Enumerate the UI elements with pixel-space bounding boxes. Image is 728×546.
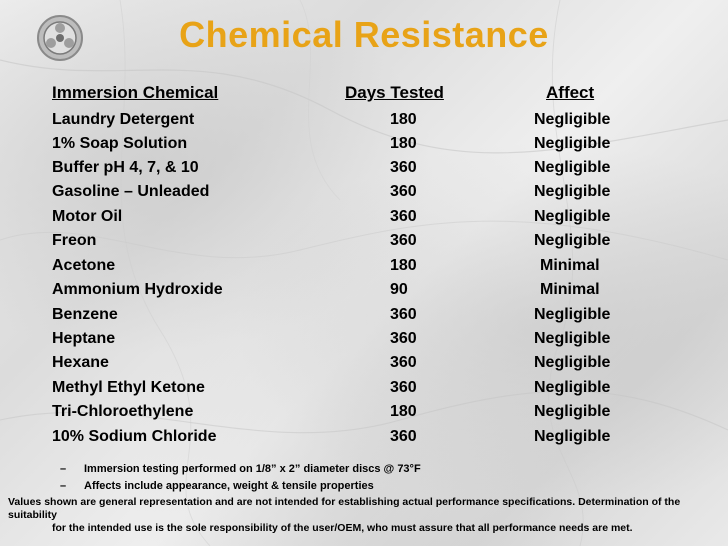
- table-row: Freon 360 Negligible: [0, 232, 728, 256]
- days-cell: 360: [390, 354, 417, 371]
- chemical-cell: Buffer pH 4, 7, & 10: [52, 159, 199, 176]
- days-cell: 180: [390, 403, 417, 420]
- column-header-affect: Affect: [546, 83, 595, 102]
- page-title-text: Chemical Resistance: [179, 14, 549, 55]
- affect-cell: Negligible: [534, 330, 611, 347]
- affect-cell: Minimal: [540, 257, 600, 274]
- table-row: Heptane 360 Negligible: [0, 330, 728, 354]
- chemical-cell: Benzene: [52, 306, 118, 323]
- affect-cell: Negligible: [534, 306, 611, 323]
- days-cell: 90: [390, 281, 408, 298]
- wheel-logo-icon: [37, 15, 83, 61]
- chemical-cell: 10% Sodium Chloride: [52, 428, 217, 445]
- affect-cell: Negligible: [534, 379, 611, 396]
- table-row: Tri-Chloroethylene 180 Negligible: [0, 403, 728, 427]
- affect-cell: Negligible: [534, 159, 611, 176]
- affect-cell: Negligible: [534, 135, 611, 152]
- affect-cell: Negligible: [534, 208, 611, 225]
- affect-cell: Negligible: [534, 428, 611, 445]
- chemical-cell: Hexane: [52, 354, 109, 371]
- table-row: Benzene 360 Negligible: [0, 306, 728, 330]
- days-cell: 360: [390, 428, 417, 445]
- affect-cell: Negligible: [534, 111, 611, 128]
- table-row: Ammonium Hydroxide 90 Minimal: [0, 281, 728, 305]
- days-cell: 180: [390, 111, 417, 128]
- table-row: Gasoline – Unleaded 360 Negligible: [0, 183, 728, 207]
- chemical-cell: Heptane: [52, 330, 116, 347]
- footnote-immersion: – Immersion testing performed on 1/8” x 2…: [60, 463, 421, 475]
- days-cell: 360: [390, 379, 417, 396]
- table-row: 10% Sodium Chloride 360 Negligible: [0, 428, 728, 452]
- affect-cell: Minimal: [540, 281, 600, 298]
- days-cell: 360: [390, 232, 417, 249]
- disclaimer-line-1: Values shown are general representation …: [8, 496, 681, 521]
- affect-cell: Negligible: [534, 232, 611, 249]
- chemical-cell: Motor Oil: [52, 208, 123, 225]
- affect-cell: Negligible: [534, 183, 611, 200]
- bullet-dash: –: [60, 463, 67, 475]
- affect-cell: Negligible: [534, 403, 611, 420]
- table-row: Laundry Detergent 180 Negligible: [0, 111, 728, 135]
- days-cell: 180: [390, 135, 417, 152]
- footnote-text: Affects include appearance, weight & ten…: [84, 480, 374, 492]
- chemical-cell: Tri-Chloroethylene: [52, 403, 194, 420]
- days-cell: 360: [390, 306, 417, 323]
- days-cell: 360: [390, 183, 417, 200]
- table-row: Methyl Ethyl Ketone 360 Negligible: [0, 379, 728, 403]
- footnote-text: Immersion testing performed on 1/8” x 2”…: [84, 463, 421, 475]
- chemical-cell: Laundry Detergent: [52, 111, 195, 128]
- disclaimer: Values shown are general representation …: [8, 496, 720, 535]
- footnote-affects: – Affects include appearance, weight & te…: [60, 480, 374, 492]
- chemical-cell: Ammonium Hydroxide: [52, 281, 223, 298]
- page-title: Chemical Resistance: [0, 14, 728, 56]
- disclaimer-line-2: for the intended use is the sole respons…: [52, 522, 633, 534]
- days-cell: 360: [390, 159, 417, 176]
- column-header-chemical: Immersion Chemical: [52, 83, 219, 102]
- table-row: 1% Soap Solution 180 Negligible: [0, 135, 728, 159]
- chemical-cell: Freon: [52, 232, 97, 249]
- table-row: Motor Oil 360 Negligible: [0, 208, 728, 232]
- chemical-cell: 1% Soap Solution: [52, 135, 188, 152]
- chemical-cell: Methyl Ethyl Ketone: [52, 379, 205, 396]
- days-cell: 360: [390, 208, 417, 225]
- chemical-cell: Acetone: [52, 257, 116, 274]
- affect-cell: Negligible: [534, 354, 611, 371]
- chemical-cell: Gasoline – Unleaded: [52, 183, 210, 200]
- days-cell: 180: [390, 257, 417, 274]
- bullet-dash: –: [60, 480, 67, 492]
- table-row: Hexane 360 Negligible: [0, 354, 728, 378]
- days-cell: 360: [390, 330, 417, 347]
- column-header-days: Days Tested: [345, 83, 444, 102]
- table-row: Acetone 180 Minimal: [0, 257, 728, 281]
- table-row: Buffer pH 4, 7, & 10 360 Negligible: [0, 159, 728, 183]
